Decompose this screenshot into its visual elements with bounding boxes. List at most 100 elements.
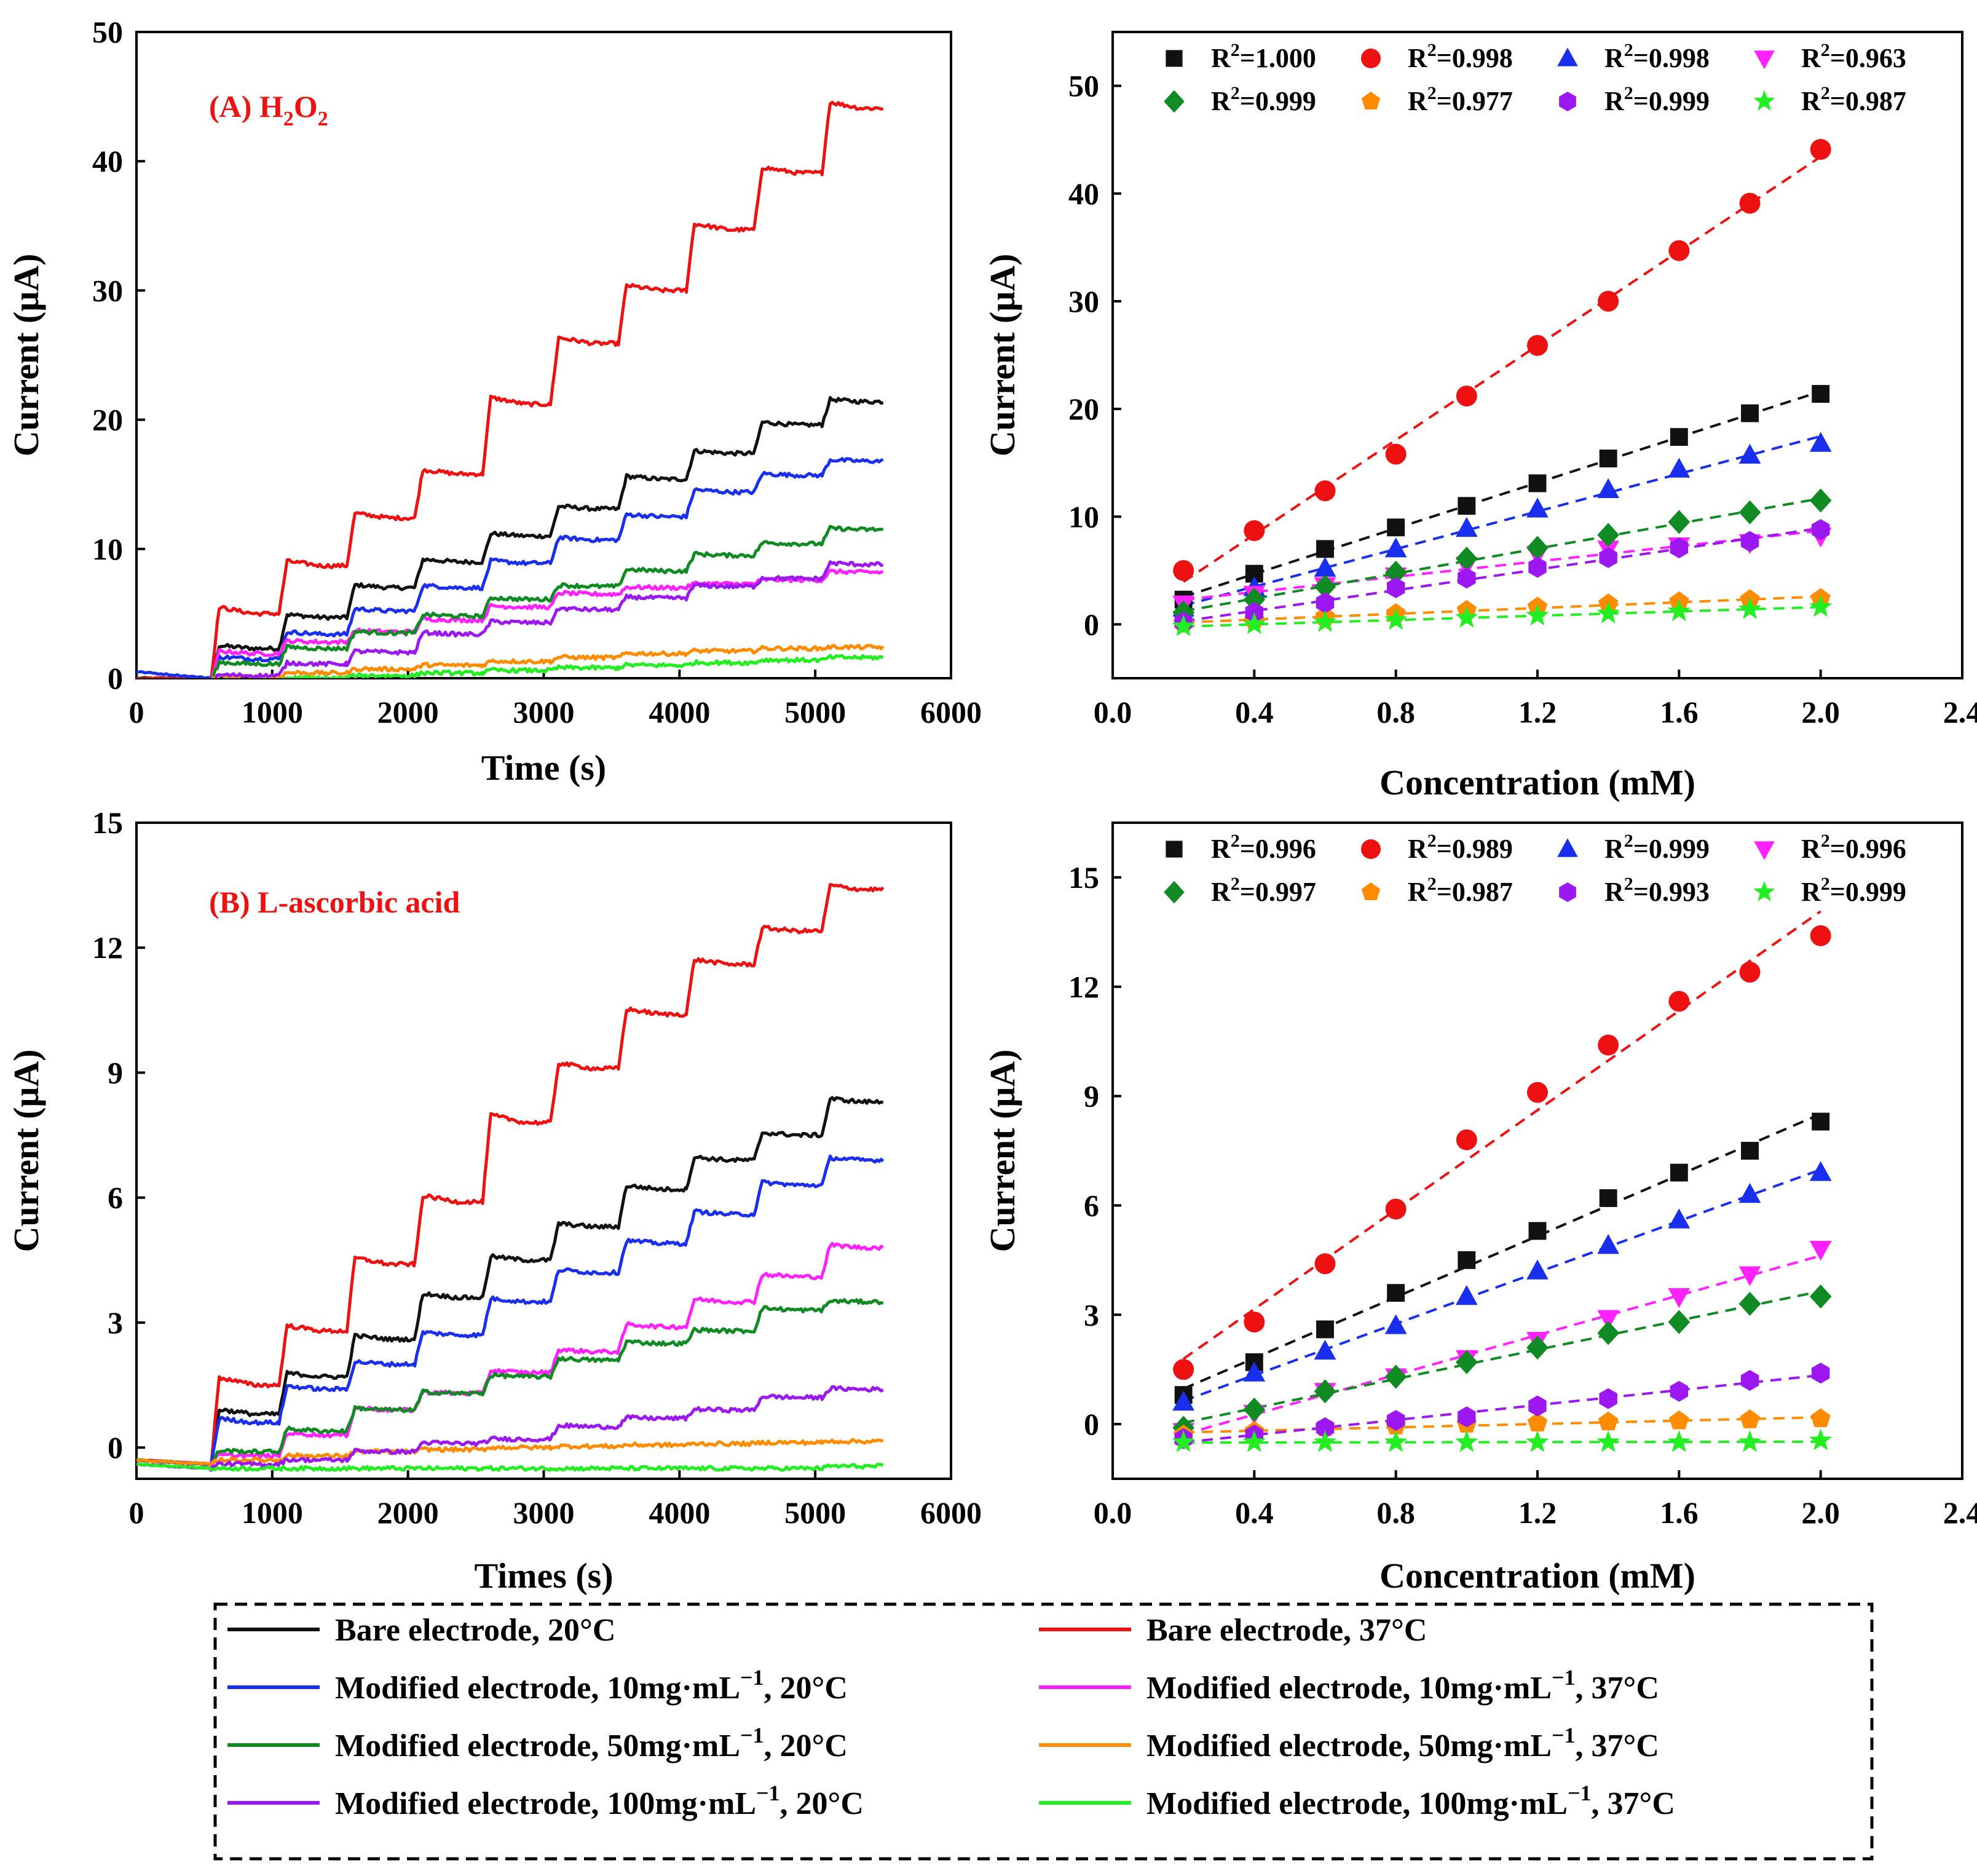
marker-star	[1667, 1430, 1691, 1452]
plot-frame	[135, 31, 952, 679]
marker-star	[1455, 1430, 1478, 1452]
series-line	[136, 1385, 884, 1472]
fit-line	[1183, 1440, 1821, 1444]
fit-line	[1183, 529, 1821, 601]
legend: Bare electrode, 20°C Bare electrode, 37°C…	[213, 1602, 1874, 1861]
x-tick-label: 0.0	[1094, 695, 1132, 729]
marker-triangle-up	[1526, 497, 1549, 518]
r2-prefix: R	[1801, 834, 1821, 864]
y-tick-label: 0	[1084, 1407, 1099, 1441]
r2-value: =0.963	[1830, 43, 1906, 73]
r2-prefix: R	[1211, 86, 1231, 116]
r2-value: =0.987	[1437, 877, 1513, 907]
legend-label-main: Modified electrode, 10mg·mL	[335, 1671, 740, 1706]
y-axis-title: Current (μA)	[982, 1050, 1022, 1253]
r2-value: =0.996	[1240, 834, 1316, 864]
marker-circle	[1456, 386, 1477, 407]
r2-label: R2=0.989	[1408, 831, 1513, 864]
r2-value: =1.000	[1240, 43, 1316, 73]
marker-star	[1242, 612, 1266, 635]
legend-label-sup: −1	[740, 1665, 764, 1690]
marker-star	[1384, 608, 1408, 630]
legend-label-main: Modified electrode, 10mg·mL	[1146, 1671, 1552, 1706]
y-tick-label: 6	[1084, 1188, 1099, 1222]
y-tick-label: 10	[92, 532, 123, 566]
y-axis-title: Current (μA)	[6, 1050, 46, 1253]
marker-square	[1458, 497, 1476, 515]
legend-label-sup: −1	[1568, 1781, 1592, 1805]
y-tick-label: 0	[108, 1430, 123, 1465]
r2-prefix: R	[1408, 43, 1428, 73]
fit-line	[1183, 606, 1821, 628]
x-tick-label: 2000	[377, 695, 439, 729]
marker-pentagon	[1361, 882, 1381, 900]
time-series-group	[136, 883, 885, 1472]
r2-sup: 2	[1427, 874, 1437, 894]
marker-star	[1596, 1430, 1620, 1452]
r2-prefix: R	[1604, 43, 1625, 73]
r2-label: R2=0.993	[1604, 874, 1710, 907]
r2-value: =0.987	[1830, 86, 1906, 116]
marker-hexagon	[1811, 519, 1830, 540]
r2-sup: 2	[1427, 83, 1437, 103]
marker-diamond	[1314, 1379, 1336, 1404]
legend-label: Modified electrode, 50mg·mL−1, 37°C	[1146, 1723, 1659, 1763]
x-tick-label: 2.0	[1801, 1495, 1840, 1530]
x-tick-label: 0.4	[1235, 695, 1274, 729]
marker-star	[1667, 599, 1691, 622]
r2-label: R2=0.999	[1604, 83, 1710, 116]
r2-value: =0.989	[1437, 834, 1513, 864]
x-tick-label: 1.6	[1660, 1495, 1699, 1530]
marker-circle	[1527, 334, 1548, 356]
r2-sup: 2	[1821, 83, 1830, 103]
legend-label-tail: , 20°C	[764, 1671, 848, 1706]
marker-square	[1387, 518, 1405, 537]
x-tick-label: 0	[129, 1495, 144, 1530]
marker-circle	[1668, 991, 1690, 1012]
r2-prefix: R	[1604, 834, 1625, 864]
r2-prefix: R	[1801, 877, 1821, 907]
marker-triangle-up	[1455, 1284, 1478, 1305]
r2-sup: 2	[1427, 831, 1437, 851]
scatter-group	[1172, 910, 1833, 1452]
marker-circle	[1810, 925, 1831, 946]
r2-label: R2=0.998	[1604, 40, 1710, 73]
marker-triangle-up	[1455, 516, 1478, 537]
marker-circle	[1739, 962, 1761, 983]
r2-sup: 2	[1624, 831, 1633, 851]
r2-value: =0.998	[1437, 43, 1513, 73]
y-tick-label: 20	[92, 403, 123, 437]
y-axis-title: Current (μA)	[982, 254, 1022, 457]
marker-triangle-up	[1738, 443, 1761, 464]
marker-square	[1316, 540, 1334, 558]
marker-star	[1738, 1430, 1762, 1452]
marker-hexagon	[1740, 531, 1759, 552]
marker-pentagon	[1740, 1409, 1760, 1428]
legend-label-main: Bare electrode, 37°C	[1146, 1613, 1427, 1648]
marker-diamond	[1164, 90, 1185, 113]
marker-triangle-up	[1243, 1361, 1266, 1382]
marker-diamond	[1384, 560, 1407, 585]
legend-label-tail: , 37°C	[1576, 1671, 1659, 1706]
marker-diamond	[1526, 1336, 1549, 1360]
x-axis-title: Concentration (mM)	[1379, 1556, 1695, 1596]
series-line	[136, 1154, 885, 1467]
marker-star	[1809, 595, 1833, 617]
r2-sup: 2	[1231, 40, 1240, 60]
r2-label: R2=0.996	[1211, 831, 1316, 864]
marker-circle	[1668, 240, 1690, 261]
r2-sup: 2	[1821, 40, 1830, 60]
marker-diamond	[1164, 881, 1185, 904]
marker-square	[1670, 428, 1688, 446]
legend-label-sup: −1	[1552, 1723, 1576, 1747]
x-tick-label: 1000	[242, 695, 303, 729]
marker-triangle-up	[1597, 1233, 1620, 1254]
r2-prefix: R	[1211, 43, 1231, 73]
marker-pentagon	[1361, 92, 1381, 109]
x-tick-label: 4000	[649, 1495, 710, 1530]
marker-circle	[1810, 138, 1831, 160]
y-axis-title: Current (μA)	[6, 254, 46, 457]
marker-circle	[1456, 1129, 1477, 1150]
marker-circle	[1361, 49, 1381, 68]
